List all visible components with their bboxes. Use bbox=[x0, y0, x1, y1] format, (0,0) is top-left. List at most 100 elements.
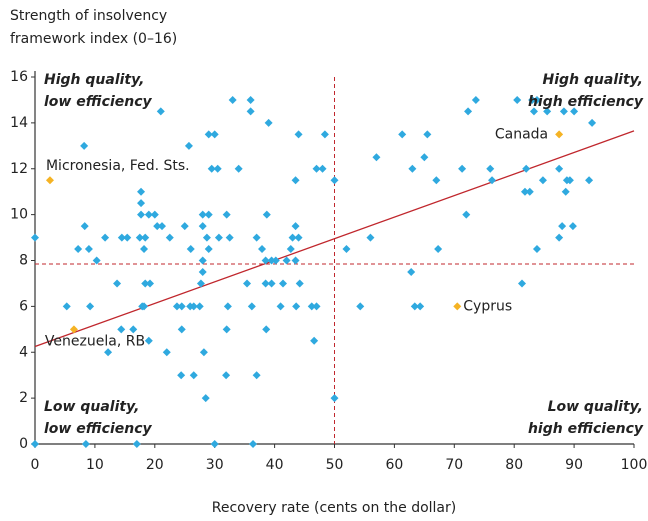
point bbox=[458, 164, 467, 173]
point-label: Micronesia, Fed. Sts. bbox=[46, 158, 190, 174]
y-tick-label: 8 bbox=[19, 253, 28, 269]
y-tick-label: 14 bbox=[10, 115, 28, 131]
point bbox=[423, 130, 432, 139]
point bbox=[356, 302, 365, 311]
point bbox=[195, 302, 204, 311]
point bbox=[141, 279, 150, 288]
point bbox=[140, 302, 149, 311]
point bbox=[262, 325, 271, 334]
point bbox=[555, 164, 564, 173]
point bbox=[117, 325, 126, 334]
point bbox=[80, 222, 89, 231]
x-tick-label: 30 bbox=[206, 457, 224, 473]
point bbox=[513, 95, 522, 104]
point bbox=[291, 256, 300, 265]
point bbox=[543, 107, 552, 116]
point bbox=[568, 222, 577, 231]
quadrant-label: Low quality, bbox=[44, 399, 139, 415]
point bbox=[213, 164, 222, 173]
point bbox=[372, 153, 381, 162]
quadrant-label: High quality, bbox=[543, 72, 643, 88]
point bbox=[318, 164, 327, 173]
y-tick-label: 0 bbox=[19, 436, 28, 452]
point bbox=[310, 336, 319, 345]
point bbox=[31, 440, 39, 448]
point bbox=[486, 164, 495, 173]
point bbox=[153, 222, 162, 231]
point bbox=[532, 245, 541, 254]
x-tick-label: 0 bbox=[31, 457, 40, 473]
point bbox=[146, 279, 155, 288]
point bbox=[223, 302, 232, 311]
point bbox=[137, 187, 146, 196]
point bbox=[522, 164, 531, 173]
point bbox=[140, 245, 149, 254]
point bbox=[101, 233, 110, 242]
point bbox=[214, 233, 223, 242]
point bbox=[538, 176, 547, 185]
point bbox=[312, 164, 321, 173]
point bbox=[330, 176, 339, 185]
x-tick-label: 20 bbox=[146, 457, 164, 473]
y-tick-label: 4 bbox=[19, 344, 28, 360]
point bbox=[144, 210, 153, 219]
point bbox=[434, 245, 443, 254]
point bbox=[225, 233, 234, 242]
highlight-point bbox=[453, 302, 462, 311]
point bbox=[198, 222, 207, 231]
point bbox=[150, 210, 159, 219]
point bbox=[517, 279, 526, 288]
point-label: Venezuela, RB bbox=[45, 333, 145, 349]
point bbox=[246, 95, 255, 104]
x-tick-label: 10 bbox=[86, 457, 104, 473]
point bbox=[222, 210, 231, 219]
quadrant-label: low efficiency bbox=[44, 421, 153, 437]
point bbox=[204, 210, 213, 219]
point bbox=[222, 325, 231, 334]
point bbox=[132, 440, 141, 448]
point bbox=[189, 371, 198, 380]
point bbox=[162, 348, 171, 357]
point bbox=[408, 164, 417, 173]
point bbox=[202, 233, 211, 242]
point bbox=[141, 233, 150, 242]
point bbox=[271, 256, 280, 265]
point bbox=[198, 210, 207, 219]
point bbox=[144, 336, 153, 345]
point bbox=[189, 302, 198, 311]
point bbox=[295, 279, 304, 288]
point bbox=[210, 440, 219, 448]
quadrant-label: High quality, bbox=[44, 72, 144, 88]
point bbox=[117, 233, 126, 242]
point bbox=[398, 130, 407, 139]
point bbox=[555, 233, 564, 242]
point bbox=[267, 279, 276, 288]
point bbox=[520, 187, 529, 196]
point bbox=[165, 233, 174, 242]
point bbox=[81, 440, 90, 448]
point bbox=[129, 325, 138, 334]
point bbox=[532, 95, 541, 104]
point bbox=[252, 233, 261, 242]
quadrant-label: high efficiency bbox=[528, 94, 644, 110]
y-axis-label: Strength of insolvency bbox=[10, 8, 167, 24]
point bbox=[243, 279, 252, 288]
point bbox=[462, 210, 471, 219]
point bbox=[288, 233, 297, 242]
quadrant-label: high efficiency bbox=[528, 421, 644, 437]
point bbox=[432, 176, 441, 185]
point bbox=[234, 164, 243, 173]
point bbox=[258, 245, 267, 254]
point bbox=[307, 302, 316, 311]
highlight-point bbox=[69, 325, 78, 334]
point bbox=[196, 279, 205, 288]
point bbox=[177, 302, 186, 311]
point bbox=[342, 245, 351, 254]
point bbox=[104, 348, 113, 357]
point bbox=[210, 130, 219, 139]
point bbox=[407, 267, 416, 276]
point bbox=[559, 107, 568, 116]
point bbox=[264, 118, 273, 127]
point bbox=[198, 256, 207, 265]
